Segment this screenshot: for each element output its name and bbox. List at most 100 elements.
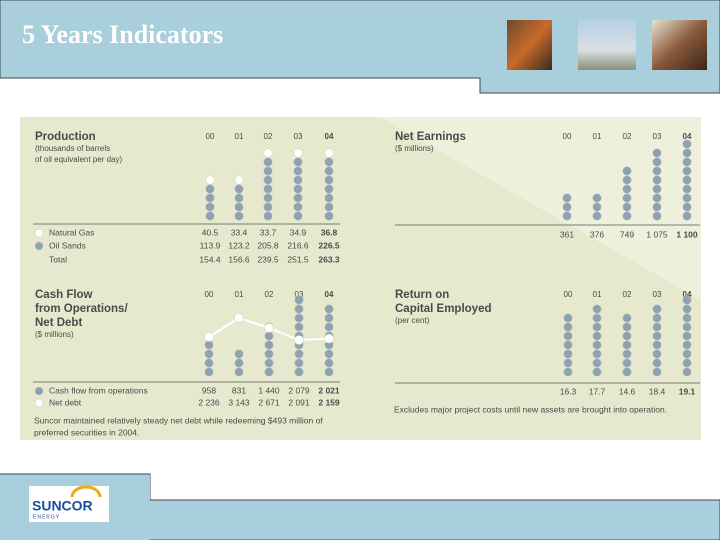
dot-stack xyxy=(293,148,303,158)
chart-title: from Operations/ xyxy=(35,303,128,315)
value-label: 2 671 xyxy=(258,397,280,407)
dot xyxy=(622,211,632,221)
value-label: 831 xyxy=(232,385,246,395)
value-label: 14.6 xyxy=(619,386,636,396)
dot xyxy=(682,139,692,149)
dot xyxy=(294,349,304,359)
dot xyxy=(234,367,244,377)
dot xyxy=(563,358,573,368)
chart-subtitle: ($ millions) xyxy=(35,330,74,339)
dot xyxy=(652,193,662,203)
dot xyxy=(682,340,692,350)
dot xyxy=(294,304,304,314)
line-point xyxy=(234,313,244,323)
dot xyxy=(205,193,215,203)
dot xyxy=(263,175,273,185)
dot xyxy=(652,184,662,194)
dot-stack xyxy=(234,184,244,221)
dot xyxy=(205,202,215,212)
value-label: 2 236 xyxy=(198,397,220,407)
column-label: 03 xyxy=(653,132,662,141)
dot xyxy=(324,322,334,332)
dot xyxy=(622,184,632,194)
dot-stack xyxy=(562,193,572,221)
value-label: 40.5 xyxy=(202,227,219,237)
dot xyxy=(622,340,632,350)
dot xyxy=(294,295,304,305)
dot xyxy=(264,331,274,341)
dot-stack xyxy=(682,295,692,377)
column-label: 04 xyxy=(325,132,334,141)
column-label: 03 xyxy=(653,290,662,299)
dot-stack xyxy=(592,193,602,221)
legend-label: Natural Gas xyxy=(49,227,94,237)
dot xyxy=(234,358,244,368)
dot xyxy=(204,358,214,368)
legend-marker xyxy=(34,241,44,251)
dot xyxy=(592,322,602,332)
dot-stack xyxy=(324,148,334,158)
value-label: 123.2 xyxy=(228,240,250,250)
dot xyxy=(294,367,304,377)
column-label: 02 xyxy=(623,290,632,299)
footer-band xyxy=(0,473,720,540)
dot-stack xyxy=(263,148,273,158)
dot xyxy=(263,148,273,158)
value-label: 17.7 xyxy=(589,386,606,396)
dot xyxy=(324,211,334,221)
column-label: 01 xyxy=(593,290,602,299)
dot xyxy=(324,358,334,368)
dot xyxy=(324,193,334,203)
dot xyxy=(652,211,662,221)
dot xyxy=(324,166,334,176)
dot xyxy=(293,175,303,185)
value-label: 16.3 xyxy=(560,386,577,396)
legend-marker xyxy=(34,398,44,408)
dot xyxy=(652,304,662,314)
dot xyxy=(324,157,334,167)
dot xyxy=(264,358,274,368)
dot xyxy=(234,211,244,221)
value-label: 2 079 xyxy=(288,385,310,395)
value-label: 34.9 xyxy=(290,227,307,237)
dot xyxy=(263,184,273,194)
chart-title: Net Earnings xyxy=(395,131,466,143)
value-label: 216.6 xyxy=(287,240,309,250)
line-point xyxy=(204,332,214,342)
dot xyxy=(682,166,692,176)
dot xyxy=(324,148,334,158)
dot xyxy=(592,331,602,341)
value-label: 33.4 xyxy=(231,227,248,237)
column-label: 01 xyxy=(593,132,602,141)
dot xyxy=(652,322,662,332)
chart-subtitle: of oil equivalent per day) xyxy=(35,155,123,164)
dot xyxy=(562,211,572,221)
dot xyxy=(682,184,692,194)
dot xyxy=(204,340,214,350)
dot xyxy=(562,202,572,212)
dot xyxy=(563,331,573,341)
value-label: 376 xyxy=(590,229,604,239)
dot xyxy=(293,202,303,212)
photo xyxy=(507,20,552,70)
total-value: 154.4 xyxy=(199,254,221,264)
dot xyxy=(234,175,244,185)
chart-subtitle: (per cent) xyxy=(395,316,430,325)
value-label: 226.5 xyxy=(318,240,340,250)
value-label: 1 440 xyxy=(258,385,280,395)
value-label: 749 xyxy=(620,229,634,239)
column-label: 01 xyxy=(235,132,244,141)
legend-label: Oil Sands xyxy=(49,240,86,250)
dot xyxy=(682,304,692,314)
dot xyxy=(622,367,632,377)
chart-title: Net Debt xyxy=(35,317,82,329)
total-value: 263.3 xyxy=(318,254,340,264)
legend-label: Cash flow from operations xyxy=(49,385,148,395)
dot-stack xyxy=(324,157,334,221)
dot-stack xyxy=(234,349,244,377)
dot xyxy=(563,313,573,323)
dot xyxy=(682,331,692,341)
column-label: 01 xyxy=(235,290,244,299)
column-label: 04 xyxy=(683,132,692,141)
